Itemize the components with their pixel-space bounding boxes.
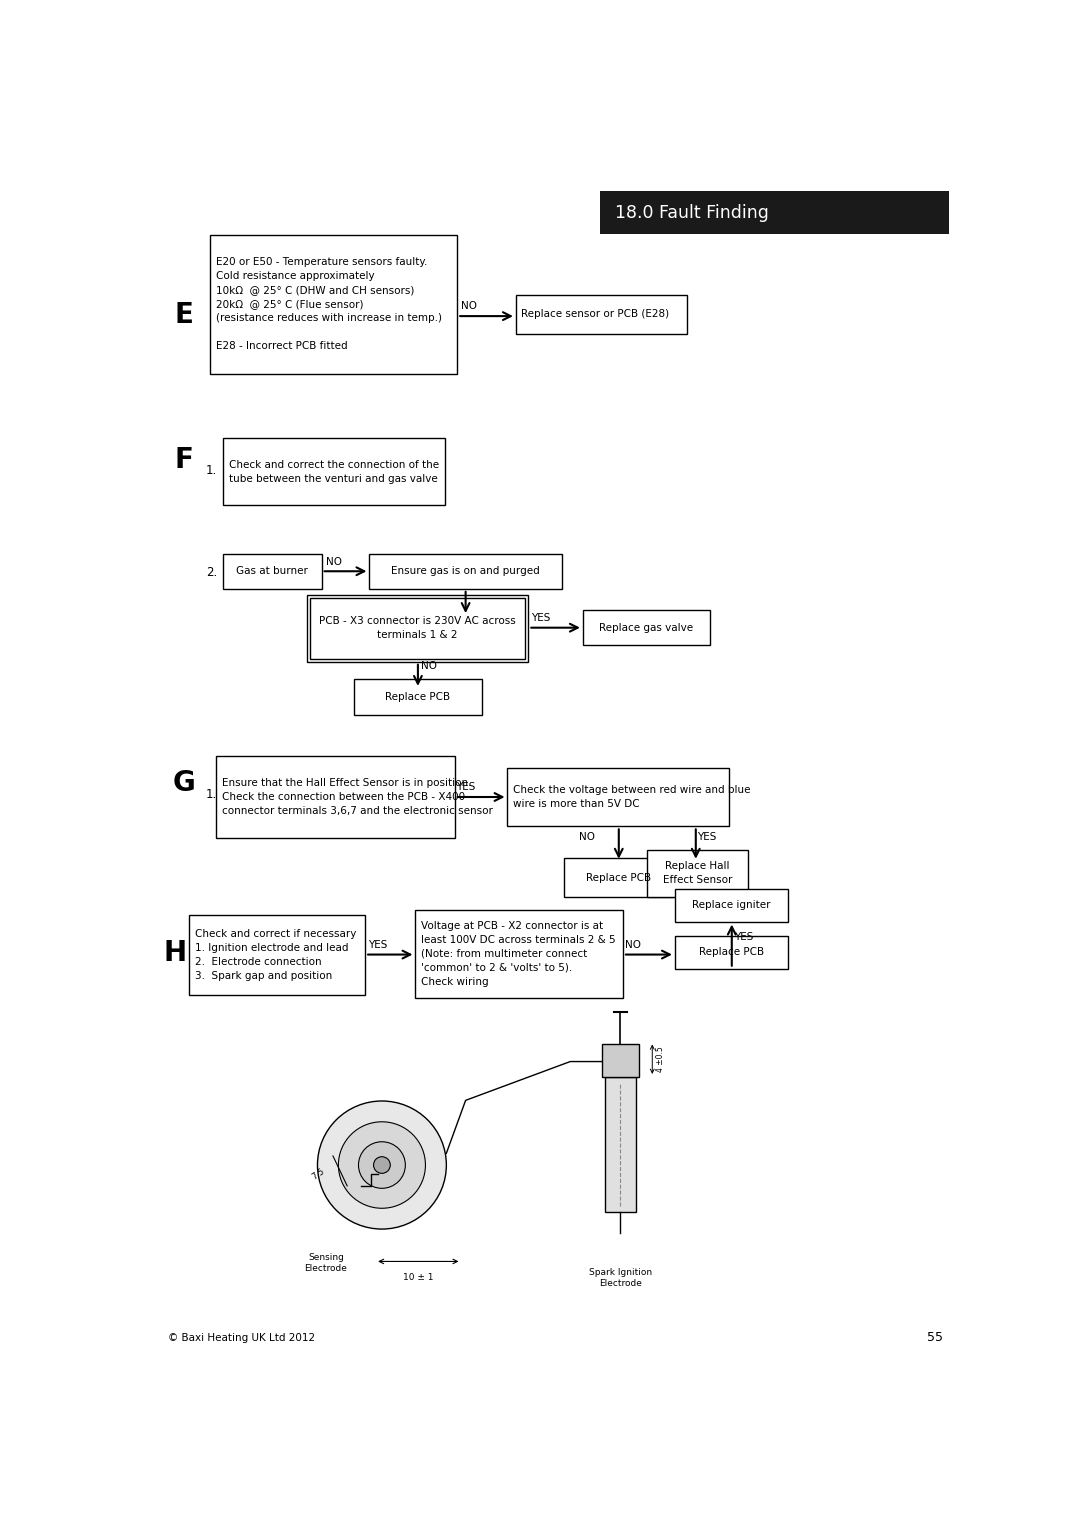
Text: Ensure that the Hall Effect Sensor is in position.
Check the connection between : Ensure that the Hall Effect Sensor is in… (222, 777, 492, 815)
Text: YES: YES (367, 939, 387, 950)
Text: H: H (163, 939, 187, 968)
Text: Check and correct the connection of the
tube between the venturi and gas valve: Check and correct the connection of the … (229, 460, 438, 484)
Text: NO: NO (421, 661, 437, 672)
Text: YES: YES (531, 612, 551, 623)
Bar (211, 235, 457, 374)
Bar (416, 910, 623, 999)
Text: Replace igniter: Replace igniter (692, 901, 771, 910)
Ellipse shape (318, 1101, 446, 1229)
Bar (599, 191, 949, 234)
Text: 7.5: 7.5 (310, 1167, 326, 1182)
Text: Replace gas valve: Replace gas valve (599, 623, 693, 632)
Text: Replace Hall
Effect Sensor: Replace Hall Effect Sensor (663, 861, 732, 886)
Ellipse shape (359, 1142, 405, 1188)
Text: YES: YES (734, 931, 754, 942)
Bar (606, 1077, 635, 1212)
Bar (310, 597, 525, 660)
Text: Ensure gas is on and purged: Ensure gas is on and purged (391, 567, 540, 576)
Bar (216, 756, 455, 838)
Text: © Baxi Heating UK Ltd 2012: © Baxi Heating UK Ltd 2012 (168, 1333, 315, 1342)
Bar (222, 554, 322, 589)
Ellipse shape (338, 1122, 426, 1208)
Text: E20 or E50 - Temperature sensors faulty.
Cold resistance approximately
10kΩ  @ 2: E20 or E50 - Temperature sensors faulty.… (216, 258, 442, 351)
Text: NO: NO (326, 556, 342, 567)
Bar (307, 596, 528, 661)
Bar (369, 554, 562, 589)
Text: NO: NO (625, 939, 642, 950)
Text: YES: YES (698, 832, 717, 841)
Text: 55: 55 (927, 1332, 943, 1344)
Text: Replace sensor or PCB (E28): Replace sensor or PCB (E28) (521, 310, 669, 319)
Text: Sensing
Electrode: Sensing Electrode (305, 1254, 348, 1272)
Text: NO: NO (579, 832, 595, 841)
Ellipse shape (374, 1157, 390, 1173)
Text: Check and correct if necessary
1. Ignition electrode and lead
2.  Electrode conn: Check and correct if necessary 1. Igniti… (195, 928, 356, 980)
Bar (675, 889, 788, 922)
Text: Check the voltage between red wire and blue
wire is more than 5V DC: Check the voltage between red wire and b… (513, 785, 751, 809)
Text: 18.0 Fault Finding: 18.0 Fault Finding (615, 203, 769, 221)
Bar (516, 295, 688, 334)
Text: 10 ± 1: 10 ± 1 (403, 1274, 433, 1283)
Text: 4 ±0.5: 4 ±0.5 (656, 1046, 664, 1072)
Text: NO: NO (461, 301, 477, 312)
Text: Replace PCB: Replace PCB (386, 692, 450, 702)
Text: 1.: 1. (206, 464, 217, 476)
Bar (675, 936, 788, 968)
Text: Gas at burner: Gas at burner (237, 567, 308, 576)
Bar (354, 680, 482, 715)
Text: YES: YES (457, 782, 476, 793)
Text: 1.: 1. (206, 788, 217, 802)
Text: Spark Ignition
Electrode: Spark Ignition Electrode (589, 1269, 652, 1287)
Bar (565, 858, 673, 896)
Text: Replace PCB: Replace PCB (586, 872, 651, 883)
Text: F: F (174, 446, 193, 473)
Bar (647, 851, 747, 896)
Bar (222, 438, 445, 505)
Bar (189, 915, 365, 994)
Text: 2.: 2. (206, 567, 217, 579)
Bar (508, 768, 729, 826)
Text: PCB - X3 connector is 230V AC across
terminals 1 & 2: PCB - X3 connector is 230V AC across ter… (319, 617, 516, 640)
Text: E: E (174, 301, 193, 328)
Text: Voltage at PCB - X2 connector is at
least 100V DC across terminals 2 & 5
(Note: : Voltage at PCB - X2 connector is at leas… (421, 921, 616, 986)
Text: G: G (172, 770, 194, 797)
Bar (602, 1044, 639, 1077)
Text: Replace PCB: Replace PCB (699, 947, 764, 957)
Bar (583, 611, 710, 646)
